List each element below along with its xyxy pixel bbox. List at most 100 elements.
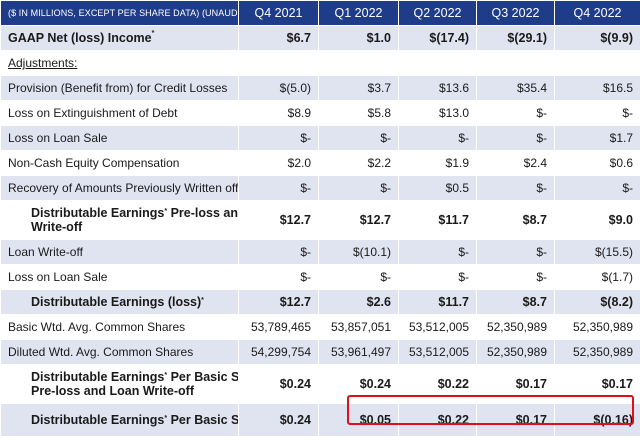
cell-value: $(15.5) <box>555 240 640 265</box>
row-label: Basic Wtd. Avg. Common Shares <box>1 315 239 340</box>
cell-value: $(0.16) <box>555 404 640 437</box>
table-row-adjustments-heading: Adjustments: <box>1 51 640 76</box>
cell-value: 53,789,465 <box>239 315 319 340</box>
cell-value: $- <box>477 126 555 151</box>
cell-value: $9.0 <box>555 201 640 240</box>
cell-value: $12.7 <box>239 290 319 315</box>
cell-value: $- <box>555 101 640 126</box>
cell-value: 53,512,005 <box>399 340 477 365</box>
cell-value: $- <box>239 126 319 151</box>
table-row-gaap-net-income: GAAP Net (loss) Income* $6.7 $1.0 $(17.4… <box>1 26 640 51</box>
row-label: Loss on Loan Sale <box>1 265 239 290</box>
cell-value: 54,299,754 <box>239 340 319 365</box>
cell-value: $- <box>239 265 319 290</box>
cell-value: $1.0 <box>319 26 399 51</box>
table-row-extinguishment-of-debt: Loss on Extinguishment of Debt $8.9 $5.8… <box>1 101 640 126</box>
cell-value: 52,350,989 <box>555 340 640 365</box>
cell-value: $- <box>477 240 555 265</box>
cell-value: $- <box>477 265 555 290</box>
cell-value: $12.7 <box>239 201 319 240</box>
cell-value: $(29.1) <box>477 26 555 51</box>
cell-value: $8.9 <box>239 101 319 126</box>
cell-value: $5.8 <box>319 101 399 126</box>
row-label: Non-Cash Equity Compensation <box>1 151 239 176</box>
cell-value: $1.7 <box>555 126 640 151</box>
period-header: Q4 2022 <box>555 1 640 26</box>
cell-value: $13.0 <box>399 101 477 126</box>
table-row-de-per-share: Distributable Earnings* Per Basic Share … <box>1 404 640 437</box>
table-row-equity-compensation: Non-Cash Equity Compensation $2.0 $2.2 $… <box>1 151 640 176</box>
cell-value: 53,512,005 <box>399 315 477 340</box>
row-label: Loan Write-off <box>1 240 239 265</box>
table-row-loss-on-loan-sale: Loss on Loan Sale $- $- $- $- $1.7 <box>1 126 640 151</box>
cell-value: $(10.1) <box>319 240 399 265</box>
period-header: Q4 2021 <box>239 1 319 26</box>
cell-value: $(1.7) <box>555 265 640 290</box>
period-header: Q2 2022 <box>399 1 477 26</box>
table-row-loan-write-off: Loan Write-off $- $(10.1) $- $- $(15.5) <box>1 240 640 265</box>
cell-value: $2.2 <box>319 151 399 176</box>
cell-value: $16.5 <box>555 76 640 101</box>
row-label: GAAP Net (loss) Income* <box>1 26 239 51</box>
table-row-recovery-written-off: Recovery of Amounts Previously Written o… <box>1 176 640 201</box>
table-row-credit-losses: Provision (Benefit from) for Credit Loss… <box>1 76 640 101</box>
cell-value: $8.7 <box>477 290 555 315</box>
cell-value: $- <box>399 126 477 151</box>
cell-value: 52,350,989 <box>477 340 555 365</box>
cell-value: $0.24 <box>319 365 399 404</box>
cell-value: $0.6 <box>555 151 640 176</box>
period-header: Q3 2022 <box>477 1 555 26</box>
cell-value: $(8.2) <box>555 290 640 315</box>
cell-value: 52,350,989 <box>477 315 555 340</box>
row-label: Diluted Wtd. Avg. Common Shares <box>1 340 239 365</box>
row-label: Recovery of Amounts Previously Written o… <box>1 176 239 201</box>
cell-value: $2.6 <box>319 290 399 315</box>
cell-value: 53,961,497 <box>319 340 399 365</box>
cell-value: $1.9 <box>399 151 477 176</box>
cell-value: $- <box>319 265 399 290</box>
row-label: Loss on Extinguishment of Debt <box>1 101 239 126</box>
cell-value: $(17.4) <box>399 26 477 51</box>
cell-value: $- <box>239 240 319 265</box>
period-header: Q1 2022 <box>319 1 399 26</box>
cell-value: $(9.9) <box>555 26 640 51</box>
table-row-loss-on-loan-sale-2: Loss on Loan Sale $- $- $- $- $(1.7) <box>1 265 640 290</box>
cell-value: $0.22 <box>399 404 477 437</box>
cell-value: $0.17 <box>477 365 555 404</box>
cell-value: $6.7 <box>239 26 319 51</box>
cell-value: $0.17 <box>555 365 640 404</box>
table-header-row: ($ IN MILLIONS, EXCEPT PER SHARE DATA) (… <box>1 1 640 26</box>
cell-value: $- <box>477 101 555 126</box>
cell-value: $- <box>319 176 399 201</box>
cell-value: $0.17 <box>477 404 555 437</box>
cell-value: $- <box>399 265 477 290</box>
cell-value: $11.7 <box>399 290 477 315</box>
cell-value: $3.7 <box>319 76 399 101</box>
cell-value: $- <box>239 176 319 201</box>
row-label: Loss on Loan Sale <box>1 126 239 151</box>
cell-value: $- <box>399 240 477 265</box>
cell-value: $0.22 <box>399 365 477 404</box>
table-row-diluted-shares: Diluted Wtd. Avg. Common Shares 54,299,7… <box>1 340 640 365</box>
row-label: Distributable Earnings* Per Basic Share <box>1 404 239 437</box>
row-label: Adjustments: <box>1 51 239 76</box>
table-row-distributable-earnings: Distributable Earnings (loss)* $12.7 $2.… <box>1 290 640 315</box>
cell-value: $2.4 <box>477 151 555 176</box>
row-label: Provision (Benefit from) for Credit Loss… <box>1 76 239 101</box>
table-row-basic-shares: Basic Wtd. Avg. Common Shares 53,789,465… <box>1 315 640 340</box>
cell-value: $13.6 <box>399 76 477 101</box>
cell-value: $11.7 <box>399 201 477 240</box>
cell-value: $- <box>477 176 555 201</box>
cell-value: $0.5 <box>399 176 477 201</box>
cell-value: 53,857,051 <box>319 315 399 340</box>
cell-value: $12.7 <box>319 201 399 240</box>
cell-value: $- <box>319 126 399 151</box>
cell-value: 52,350,989 <box>555 315 640 340</box>
cell-value: $(5.0) <box>239 76 319 101</box>
row-label: Distributable Earnings* Per Basic ShareP… <box>1 365 239 404</box>
table-row-de-per-share-pre-loss: Distributable Earnings* Per Basic ShareP… <box>1 365 640 404</box>
cell-value: $- <box>555 176 640 201</box>
